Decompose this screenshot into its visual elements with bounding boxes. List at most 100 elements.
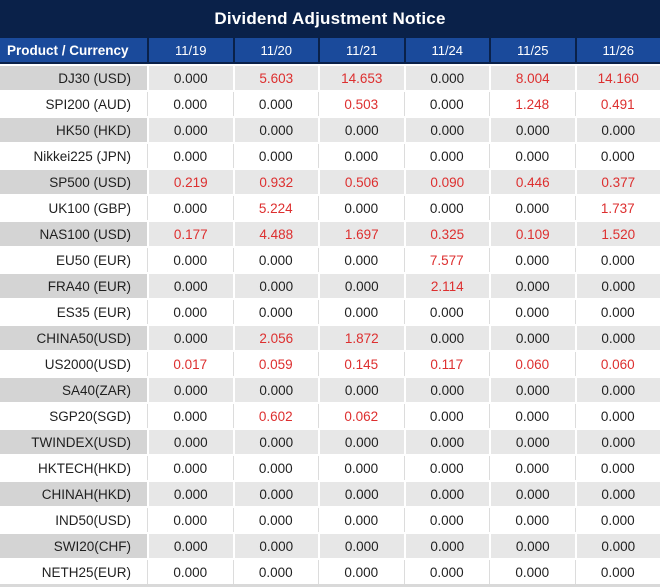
value-cell: 2.056: [232, 326, 318, 350]
value-cell: 0.491: [574, 92, 660, 116]
product-cell: US2000(USD): [0, 352, 147, 376]
value-cell: 0.000: [232, 92, 318, 116]
value-cell: 0.000: [403, 560, 489, 584]
table-row: US2000(USD) 0.017 0.059 0.145 0.117 0.060 0.06…: [0, 352, 660, 376]
value-cell: 0.000: [232, 534, 318, 558]
value-cell: 0.000: [318, 508, 404, 532]
product-cell: UK100 (GBP): [0, 196, 147, 220]
value-cell: 0.446: [489, 170, 575, 194]
product-cell: Nikkei225 (JPN): [0, 144, 147, 168]
table-row: IND50(USD) 0.000 0.000 0.000 0.000 0.000 0.000: [0, 508, 660, 532]
value-cell: 0.000: [489, 430, 575, 454]
value-cell: 0.000: [403, 144, 489, 168]
value-cell: 0.000: [232, 144, 318, 168]
value-cell: 0.000: [147, 534, 233, 558]
value-cell: 0.000: [574, 274, 660, 298]
value-cell: 0.000: [489, 560, 575, 584]
value-cell: 0.000: [489, 196, 575, 220]
table-row: HK50 (HKD) 0.000 0.000 0.000 0.000 0.000 0.000: [0, 118, 660, 142]
product-cell: FRA40 (EUR): [0, 274, 147, 298]
value-cell: 0.000: [574, 508, 660, 532]
value-cell: 0.000: [489, 326, 575, 350]
value-cell: 0.000: [232, 248, 318, 272]
value-cell: 0.000: [232, 482, 318, 506]
product-cell: SGP20(SGD): [0, 404, 147, 428]
product-cell: DJ30 (USD): [0, 66, 147, 90]
table-row: Nikkei225 (JPN) 0.000 0.000 0.000 0.000 0.000…: [0, 144, 660, 168]
value-cell: 0.060: [489, 352, 575, 376]
value-cell: 0.000: [147, 560, 233, 584]
value-cell: 0.000: [232, 430, 318, 454]
product-cell: NETH25(EUR): [0, 560, 147, 584]
bottom-edge-strip: [0, 584, 660, 587]
value-cell: 0.000: [574, 326, 660, 350]
value-cell: 0.000: [232, 274, 318, 298]
value-cell: 0.000: [318, 144, 404, 168]
value-cell: 0.000: [403, 482, 489, 506]
value-cell: 0.000: [318, 300, 404, 324]
value-cell: 0.000: [489, 508, 575, 532]
value-cell: 0.000: [403, 534, 489, 558]
product-cell: CHINA50(USD): [0, 326, 147, 350]
value-cell: 1.872: [318, 326, 404, 350]
value-cell: 0.000: [489, 118, 575, 142]
value-cell: 5.224: [232, 196, 318, 220]
product-cell: SA40(ZAR): [0, 378, 147, 402]
value-cell: 0.117: [403, 352, 489, 376]
value-cell: 0.000: [147, 378, 233, 402]
value-cell: 0.602: [232, 404, 318, 428]
value-cell: 0.000: [318, 274, 404, 298]
value-cell: 0.000: [489, 144, 575, 168]
value-cell: 0.000: [403, 508, 489, 532]
value-cell: 2.114: [403, 274, 489, 298]
value-cell: 0.000: [574, 248, 660, 272]
value-cell: 0.000: [232, 378, 318, 402]
value-cell: 0.000: [147, 300, 233, 324]
product-cell: ES35 (EUR): [0, 300, 147, 324]
value-cell: 0.000: [147, 118, 233, 142]
value-cell: 0.000: [574, 300, 660, 324]
value-cell: 0.000: [147, 196, 233, 220]
value-cell: 0.000: [318, 482, 404, 506]
value-cell: 0.059: [232, 352, 318, 376]
value-cell: 0.000: [232, 560, 318, 584]
table-row: TWINDEX(USD) 0.000 0.000 0.000 0.000 0.000 0.0…: [0, 430, 660, 454]
table-row: SPI200 (AUD) 0.000 0.000 0.503 0.000 1.248 0.4…: [0, 92, 660, 116]
table-row: CHINAH(HKD) 0.000 0.000 0.000 0.000 0.000 0.00…: [0, 482, 660, 506]
value-cell: 0.325: [403, 222, 489, 246]
value-cell: 0.000: [574, 404, 660, 428]
value-cell: 0.060: [574, 352, 660, 376]
value-cell: 7.577: [403, 248, 489, 272]
value-cell: 0.000: [232, 118, 318, 142]
value-cell: 0.000: [403, 118, 489, 142]
value-cell: 0.000: [489, 482, 575, 506]
value-cell: 0.000: [574, 118, 660, 142]
value-cell: 0.503: [318, 92, 404, 116]
value-cell: 0.000: [574, 560, 660, 584]
value-cell: 0.000: [574, 430, 660, 454]
table-row: NETH25(EUR) 0.000 0.000 0.000 0.000 0.000 0.00…: [0, 560, 660, 584]
value-cell: 0.000: [489, 274, 575, 298]
table-row: SGP20(SGD) 0.000 0.602 0.062 0.000 0.000 0.000: [0, 404, 660, 428]
table-row: NAS100 (USD) 0.177 4.488 1.697 0.325 0.109 1.5…: [0, 222, 660, 246]
value-cell: 0.000: [403, 404, 489, 428]
date-header-cell: 11/20: [234, 38, 318, 62]
value-cell: 0.017: [147, 352, 233, 376]
value-cell: 0.000: [318, 248, 404, 272]
table-row: ES35 (EUR) 0.000 0.000 0.000 0.000 0.000 0.000: [0, 300, 660, 324]
table-header-row: Product / Currency 11/19 11/20 11/21 11/24 1…: [0, 38, 660, 64]
value-cell: 0.000: [318, 196, 404, 220]
value-cell: 0.000: [574, 482, 660, 506]
value-cell: 0.000: [147, 508, 233, 532]
value-cell: 0.506: [318, 170, 404, 194]
date-header-cell: 11/21: [320, 38, 404, 62]
value-cell: 1.697: [318, 222, 404, 246]
table-body: DJ30 (USD) 0.000 5.603 14.653 0.000 8.004 14.1…: [0, 64, 660, 584]
value-cell: 0.000: [403, 66, 489, 90]
value-cell: 0.000: [318, 430, 404, 454]
value-cell: 0.000: [489, 404, 575, 428]
date-header-cell: 11/19: [149, 38, 233, 62]
value-cell: 0.000: [489, 300, 575, 324]
value-cell: 1.737: [574, 196, 660, 220]
